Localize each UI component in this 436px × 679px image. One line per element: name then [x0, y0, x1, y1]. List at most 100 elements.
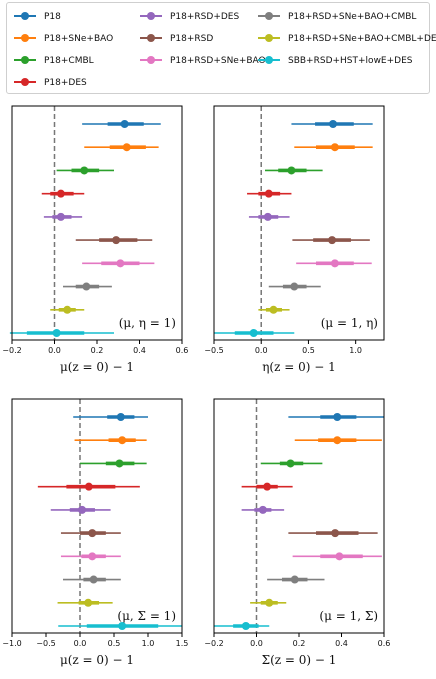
errorbar-point: [63, 305, 72, 314]
x-tick-label: 0.2: [293, 639, 306, 648]
errorbar-point: [88, 529, 97, 538]
x-tick-label: 0.0: [255, 346, 268, 355]
legend-label: P18+SNe+BAO: [44, 34, 113, 44]
legend-label: P18+RSD: [170, 34, 213, 44]
x-tick-label: −0.2: [2, 346, 21, 355]
x-tick-label: −0.2: [204, 639, 223, 648]
legend-item: P18+RSD+SNe+BAO: [140, 56, 266, 66]
legend-item: SBB+RSD+HST+lowE+DES: [258, 56, 413, 66]
errorbar-point: [52, 329, 61, 337]
panel-annotation: (μ = 1, Σ): [319, 609, 378, 623]
errorbar-point: [56, 212, 65, 221]
errorbar-point: [84, 598, 93, 607]
x-tick-label: −1.0: [2, 639, 21, 648]
legend-item: P18+RSD+DES: [140, 12, 239, 22]
x-axis-label: Σ(z = 0) − 1: [262, 653, 337, 667]
x-axis-label: μ(z = 0) − 1: [60, 653, 134, 667]
errorbar-point: [290, 575, 299, 584]
legend-item: P18+RSD+SNe+BAO+CMBL+DES: [258, 34, 436, 44]
legend-entries: P18 P18+SNe+BAO P18+CMBL P18+DES P18+RSD+DES…: [14, 12, 436, 88]
legend-item: P18+SNe+BAO: [14, 34, 113, 44]
x-tick-label: 0.5: [302, 346, 315, 355]
panel-3: −1.0 −0.5 0.0 0.5 1.0 1.5 (μ, Σ = 1) μ(z = 0) −…: [2, 398, 189, 667]
errorbar-point: [84, 482, 93, 491]
legend-swatch-marker: [147, 56, 155, 64]
errorbar-point: [263, 212, 272, 221]
panel-annotation: (μ, Σ = 1): [117, 609, 176, 623]
x-tick-label: 0.6: [176, 346, 189, 355]
panel-annotation: (μ = 1, η): [321, 316, 378, 330]
legend-swatch-marker: [21, 12, 29, 20]
errorbar-point: [116, 413, 125, 421]
plot-frame: [213, 105, 385, 341]
errorbar-point: [330, 143, 339, 152]
x-tick-label: 1.0: [349, 346, 362, 355]
legend-swatch-marker: [265, 56, 273, 64]
legend-label: P18: [44, 12, 61, 22]
errorbar-point: [118, 622, 127, 630]
errorbar-point: [56, 189, 65, 198]
errorbar-point: [265, 598, 274, 607]
x-tick-label: −0.5: [36, 639, 55, 648]
legend-swatch-marker: [21, 34, 29, 42]
x-tick-label: 0.4: [335, 639, 348, 648]
legend-swatch-marker: [265, 12, 273, 20]
panel-4: −0.2 0.0 0.2 0.4 0.6 (μ = 1, Σ) Σ(z = 0) − 1: [204, 398, 390, 667]
errorbar-point: [120, 120, 129, 128]
panel-1: −0.2 0.0 0.2 0.4 0.6 (μ, η = 1) μ(z = 0) − 1: [2, 105, 189, 374]
panel-2: −0.5 0.0 0.5 1.0 (μ = 1, η) η(z = 0) − 1: [204, 105, 385, 374]
legend-item: P18+DES: [14, 78, 87, 88]
errorbar-point: [269, 305, 278, 314]
errorbar-point: [286, 459, 295, 468]
legend-label: P18+RSD+SNe+BAO+CMBL: [288, 12, 416, 22]
errorbar-point: [333, 413, 342, 421]
x-tick-label: 0.0: [74, 639, 87, 648]
legend-label: P18+CMBL: [44, 56, 94, 66]
errorbar-point: [329, 120, 337, 128]
errorbar-point: [241, 622, 250, 630]
errorbar-point: [249, 329, 258, 337]
legend-label: P18+RSD+SNe+BAO+CMBL+DES: [288, 34, 436, 44]
errorbar-point: [263, 482, 272, 491]
x-axis-label: μ(z = 0) − 1: [60, 360, 134, 374]
panels: −0.2 0.0 0.2 0.4 0.6 (μ, η = 1) μ(z = 0) − 1 −0…: [2, 105, 390, 667]
plot-frame: [11, 105, 183, 341]
legend-item: P18+CMBL: [14, 56, 94, 66]
errorbar-point: [290, 282, 299, 291]
errorbar-point: [80, 166, 89, 175]
errorbar-point: [264, 189, 273, 198]
legend-swatch-marker: [21, 56, 29, 64]
panel-annotation: (μ, η = 1): [119, 316, 176, 330]
legend-item: P18+RSD+SNe+BAO+CMBL: [258, 12, 416, 22]
plot-frame: [213, 398, 385, 634]
x-tick-label: 0.0: [48, 346, 61, 355]
legend-item: P18+RSD: [140, 34, 213, 44]
x-tick-label: 0.0: [250, 639, 263, 648]
legend-swatch-marker: [265, 34, 273, 42]
errorbar-point: [112, 236, 121, 245]
errorbar-point: [82, 282, 91, 291]
x-tick-label: −0.5: [204, 346, 223, 355]
x-tick-label: 0.5: [108, 639, 121, 648]
errorbar-point: [330, 259, 339, 268]
legend-label: P18+DES: [44, 78, 87, 88]
errorbar-point: [115, 459, 124, 468]
legend: [6, 2, 430, 94]
x-tick-label: 0.2: [91, 346, 104, 355]
x-tick-label: 1.5: [176, 639, 189, 648]
errorbar-point: [331, 529, 340, 538]
errorbar-point: [89, 575, 98, 584]
legend-label: P18+RSD+SNe+BAO: [170, 56, 266, 66]
legend-swatch-marker: [147, 34, 155, 42]
errorbar-point: [258, 505, 267, 514]
errorbar-point: [333, 436, 342, 445]
legend-label: SBB+RSD+HST+lowE+DES: [288, 56, 413, 66]
x-axis-label: η(z = 0) − 1: [262, 360, 336, 374]
legend-label: P18+RSD+DES: [170, 12, 239, 22]
errorbar-point: [287, 166, 296, 175]
errorbar-point: [118, 436, 127, 445]
legend-item: P18: [14, 12, 61, 22]
plot-frame: [11, 398, 183, 634]
errorbar-point: [116, 259, 125, 268]
